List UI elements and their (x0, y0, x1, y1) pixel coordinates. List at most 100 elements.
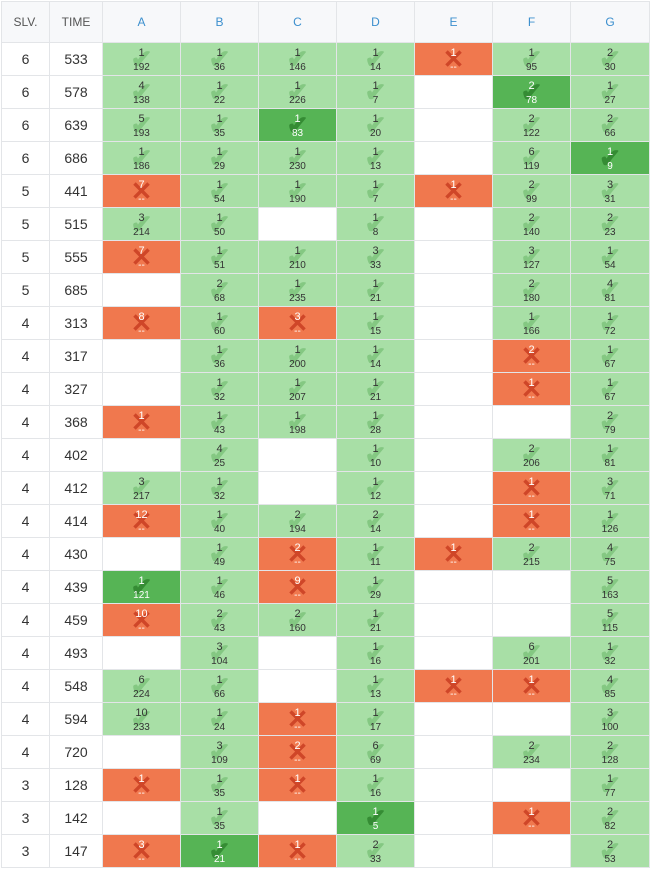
problem-cell-c[interactable]: ✕ 3 -- (258, 306, 337, 340)
problem-cell-g[interactable]: ✔ 3 31 (570, 174, 650, 208)
problem-cell-d[interactable]: ✔ 1 7 (336, 174, 415, 208)
problem-cell-a[interactable]: ✕ 12 -- (102, 504, 181, 538)
problem-header-e[interactable]: E (414, 1, 493, 43)
problem-cell-b[interactable]: ✔ 1 43 (180, 405, 259, 439)
problem-cell-d[interactable]: ✔ 1 14 (336, 339, 415, 373)
problem-cell-g[interactable]: ✔ 1 126 (570, 504, 650, 538)
problem-cell-f[interactable]: ✕ 1 -- (492, 801, 571, 835)
problem-cell-a[interactable]: ✕ 7 -- (102, 174, 181, 208)
problem-cell-g[interactable]: ✔ 1 77 (570, 768, 650, 802)
problem-cell-g[interactable]: ✔ 4 81 (570, 273, 650, 307)
problem-cell-f[interactable]: ✕ 1 -- (492, 669, 571, 703)
problem-cell-d[interactable]: ✔ 1 10 (336, 438, 415, 472)
problem-cell-g[interactable]: ✔ 3 71 (570, 471, 650, 505)
problem-cell-c[interactable]: ✔ 2 160 (258, 603, 337, 637)
problem-cell-g[interactable]: ✔ 1 9 (570, 141, 650, 175)
problem-cell-b[interactable]: ✔ 1 22 (180, 75, 259, 109)
problem-header-b[interactable]: B (180, 1, 259, 43)
problem-header-g[interactable]: G (570, 1, 650, 43)
problem-cell-c[interactable]: ✔ 1 207 (258, 372, 337, 406)
problem-cell-f[interactable]: ✔ 2 140 (492, 207, 571, 241)
problem-cell-a[interactable]: ✔ 4 138 (102, 75, 181, 109)
problem-cell-d[interactable]: ✔ 1 5 (336, 801, 415, 835)
problem-cell-f[interactable]: ✔ 2 99 (492, 174, 571, 208)
problem-cell-d[interactable]: ✔ 6 69 (336, 735, 415, 769)
problem-cell-d[interactable]: ✔ 1 12 (336, 471, 415, 505)
problem-header-f[interactable]: F (492, 1, 571, 43)
problem-cell-b[interactable]: ✔ 1 32 (180, 372, 259, 406)
problem-cell-a[interactable]: ✔ 3 217 (102, 471, 181, 505)
problem-cell-f[interactable]: ✔ 6 201 (492, 636, 571, 670)
problem-cell-d[interactable]: ✔ 1 20 (336, 108, 415, 142)
solved-header[interactable]: SLV. (1, 1, 50, 43)
problem-cell-b[interactable]: ✔ 2 68 (180, 273, 259, 307)
problem-cell-g[interactable]: ✔ 1 67 (570, 372, 650, 406)
problem-cell-g[interactable]: ✔ 2 66 (570, 108, 650, 142)
time-header[interactable]: TIME (49, 1, 103, 43)
problem-cell-f[interactable]: ✔ 2 206 (492, 438, 571, 472)
problem-cell-g[interactable]: ✔ 2 30 (570, 42, 650, 76)
problem-header-d[interactable]: D (336, 1, 415, 43)
problem-cell-a[interactable]: ✕ 3 -- (102, 834, 181, 868)
problem-cell-d[interactable]: ✔ 1 8 (336, 207, 415, 241)
problem-cell-e[interactable]: ✕ 1 -- (414, 669, 493, 703)
problem-cell-b[interactable]: ✔ 1 60 (180, 306, 259, 340)
problem-cell-g[interactable]: ✔ 1 81 (570, 438, 650, 472)
problem-cell-d[interactable]: ✔ 2 33 (336, 834, 415, 868)
problem-cell-g[interactable]: ✔ 5 163 (570, 570, 650, 604)
problem-cell-d[interactable]: ✔ 1 13 (336, 141, 415, 175)
problem-cell-g[interactable]: ✔ 2 53 (570, 834, 650, 868)
problem-cell-c[interactable]: ✕ 9 -- (258, 570, 337, 604)
problem-cell-a[interactable]: ✔ 1 121 (102, 570, 181, 604)
problem-cell-g[interactable]: ✔ 1 67 (570, 339, 650, 373)
problem-cell-d[interactable]: ✔ 3 33 (336, 240, 415, 274)
problem-cell-c[interactable]: ✔ 1 198 (258, 405, 337, 439)
problem-cell-a[interactable]: ✕ 1 -- (102, 405, 181, 439)
problem-cell-c[interactable]: ✕ 2 -- (258, 537, 337, 571)
problem-cell-f[interactable]: ✕ 1 -- (492, 372, 571, 406)
problem-cell-c[interactable]: ✕ 2 -- (258, 735, 337, 769)
problem-cell-f[interactable]: ✔ 2 78 (492, 75, 571, 109)
problem-cell-g[interactable]: ✔ 5 115 (570, 603, 650, 637)
problem-cell-d[interactable]: ✔ 1 28 (336, 405, 415, 439)
problem-cell-b[interactable]: ✔ 1 21 (180, 834, 259, 868)
problem-cell-b[interactable]: ✔ 4 25 (180, 438, 259, 472)
problem-cell-c[interactable]: ✔ 2 194 (258, 504, 337, 538)
problem-cell-a[interactable]: ✕ 7 -- (102, 240, 181, 274)
problem-cell-b[interactable]: ✔ 1 29 (180, 141, 259, 175)
problem-cell-f[interactable]: ✔ 1 95 (492, 42, 571, 76)
problem-cell-d[interactable]: ✔ 1 16 (336, 768, 415, 802)
problem-cell-g[interactable]: ✔ 1 32 (570, 636, 650, 670)
problem-cell-d[interactable]: ✔ 1 7 (336, 75, 415, 109)
problem-cell-d[interactable]: ✔ 1 16 (336, 636, 415, 670)
problem-cell-b[interactable]: ✔ 1 49 (180, 537, 259, 571)
problem-cell-d[interactable]: ✔ 1 21 (336, 603, 415, 637)
problem-cell-a[interactable]: ✔ 10 233 (102, 702, 181, 736)
problem-cell-c[interactable]: ✕ 1 -- (258, 702, 337, 736)
problem-cell-a[interactable]: ✔ 1 192 (102, 42, 181, 76)
problem-cell-d[interactable]: ✔ 1 21 (336, 372, 415, 406)
problem-cell-f[interactable]: ✔ 2 215 (492, 537, 571, 571)
problem-cell-f[interactable]: ✕ 1 -- (492, 471, 571, 505)
problem-cell-b[interactable]: ✔ 3 109 (180, 735, 259, 769)
problem-cell-a[interactable]: ✔ 1 186 (102, 141, 181, 175)
problem-cell-c[interactable]: ✕ 1 -- (258, 768, 337, 802)
problem-cell-f[interactable]: ✔ 2 180 (492, 273, 571, 307)
problem-cell-d[interactable]: ✔ 1 29 (336, 570, 415, 604)
problem-cell-b[interactable]: ✔ 1 54 (180, 174, 259, 208)
problem-cell-b[interactable]: ✔ 1 35 (180, 108, 259, 142)
problem-cell-b[interactable]: ✔ 1 51 (180, 240, 259, 274)
problem-cell-d[interactable]: ✔ 1 15 (336, 306, 415, 340)
problem-cell-e[interactable]: ✕ 1 -- (414, 42, 493, 76)
problem-cell-f[interactable]: ✔ 2 122 (492, 108, 571, 142)
problem-cell-d[interactable]: ✔ 1 17 (336, 702, 415, 736)
problem-cell-g[interactable]: ✔ 2 79 (570, 405, 650, 439)
problem-cell-g[interactable]: ✔ 1 27 (570, 75, 650, 109)
problem-header-a[interactable]: A (102, 1, 181, 43)
problem-cell-b[interactable]: ✔ 1 36 (180, 42, 259, 76)
problem-cell-d[interactable]: ✔ 2 14 (336, 504, 415, 538)
problem-cell-b[interactable]: ✔ 3 104 (180, 636, 259, 670)
problem-cell-g[interactable]: ✔ 1 72 (570, 306, 650, 340)
problem-cell-f[interactable]: ✔ 6 119 (492, 141, 571, 175)
problem-cell-a[interactable]: ✔ 6 224 (102, 669, 181, 703)
